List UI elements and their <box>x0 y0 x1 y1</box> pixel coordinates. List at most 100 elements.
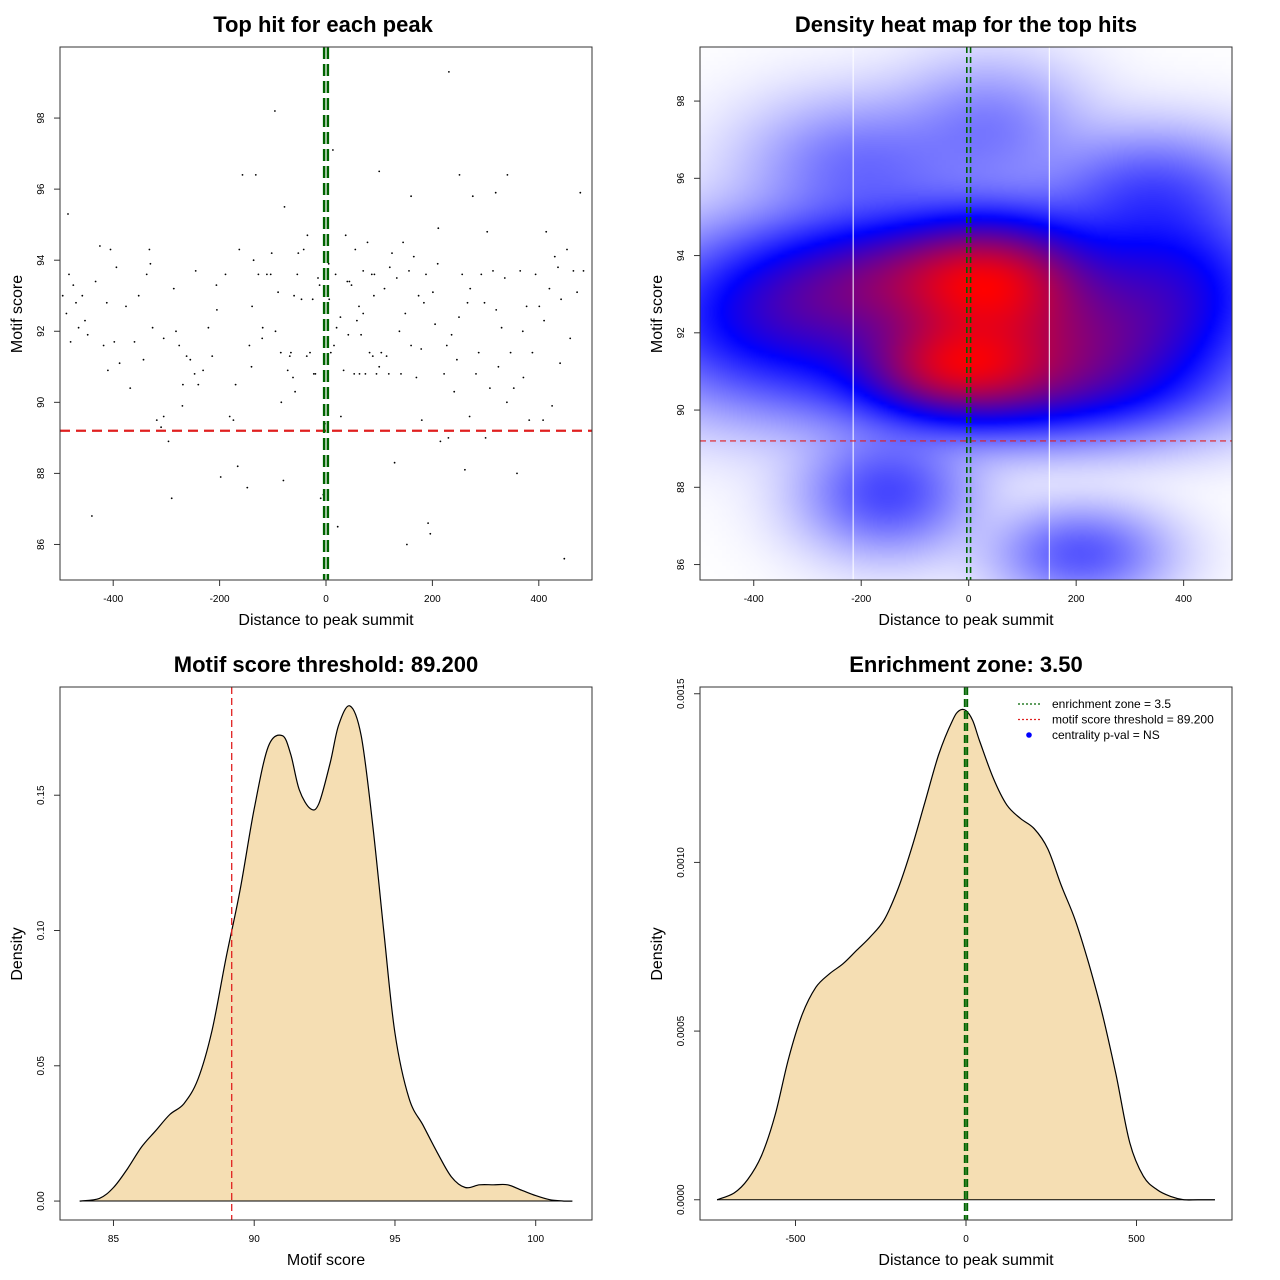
heatmap-panel: Density heat map for the top hits -400 -2… <box>649 12 1233 629</box>
scatter-point <box>525 305 528 308</box>
heatmap-xtick-label: -200 <box>851 594 871 605</box>
scatter-point <box>194 270 197 272</box>
scatter-point <box>398 330 401 333</box>
scatter-point <box>94 280 97 283</box>
scatter-point <box>81 294 84 297</box>
scatter-point <box>280 401 283 404</box>
heatmap-xtick-label: -400 <box>744 594 764 605</box>
scatter-point <box>292 376 294 379</box>
scatter-point <box>115 266 118 269</box>
scatter-point <box>560 298 562 301</box>
scatter-point <box>458 174 461 176</box>
scatter-point <box>77 326 80 329</box>
scatter-title: Top hit for each peak <box>213 12 433 37</box>
scatter-point <box>378 170 381 173</box>
scatter-point <box>317 277 319 279</box>
scatter-point <box>576 291 578 294</box>
scatter-point <box>356 319 358 322</box>
scatter-point <box>423 301 425 304</box>
scatter-point <box>358 373 361 375</box>
scatter-point <box>437 227 440 230</box>
scatter-point <box>293 294 295 297</box>
scatter-point <box>395 277 398 279</box>
scatter-xtick-label: -200 <box>210 594 230 605</box>
heatmap-xtick-label: 400 <box>1175 594 1192 605</box>
scatter-point <box>160 426 163 429</box>
scatter-point <box>557 266 559 269</box>
scatter-point <box>309 351 311 354</box>
scatter-point <box>380 351 383 354</box>
scatter-point <box>378 365 381 368</box>
scatter-point <box>270 252 273 255</box>
scatter-point <box>538 305 541 308</box>
scatter-point <box>387 373 390 375</box>
scatter-point <box>172 287 175 290</box>
scatter-point <box>566 248 568 251</box>
scatter-point <box>400 373 402 375</box>
scatter-ylabel: Motif score <box>9 275 26 353</box>
scatter-point <box>65 312 68 315</box>
scatter-point <box>543 319 545 322</box>
scatter-point <box>178 344 181 347</box>
scatter-point <box>368 351 371 354</box>
scatter-point <box>306 234 309 237</box>
scatter-point <box>348 280 351 283</box>
legend-marker-dot <box>1026 732 1032 738</box>
scatter-point <box>497 365 500 368</box>
scatter-point <box>512 387 515 389</box>
scatter-point <box>443 373 445 375</box>
scatter-point <box>420 419 423 421</box>
scatter-point <box>461 273 464 276</box>
scatter-point <box>358 305 360 308</box>
distance-density-legend: enrichment zone = 3.5 motif score thresho… <box>1018 697 1214 742</box>
distance-density-y-axis: 0.0000 0.0005 0.0010 0.0015 <box>676 678 700 1215</box>
scatter-point <box>429 532 432 535</box>
scatter-point <box>516 472 518 475</box>
scatter-point <box>370 273 373 276</box>
scatter-plot-frame <box>59 46 593 581</box>
scatter-point <box>113 341 116 343</box>
scatter-point <box>347 333 350 336</box>
scatter-point <box>335 326 338 329</box>
scatter-point <box>334 273 337 276</box>
scatter-point <box>67 213 69 215</box>
scatter-point <box>250 365 253 368</box>
heatmap-overlays <box>700 47 1232 580</box>
scatter-point <box>162 337 165 340</box>
scatter-point <box>417 294 420 297</box>
scatter-point <box>336 525 339 528</box>
heatmap-xtick-label: 0 <box>966 594 972 605</box>
score-density-title: Motif score threshold: 89.200 <box>174 652 478 677</box>
scatter-point <box>410 344 412 347</box>
scatter-point <box>107 369 109 372</box>
scatter-point <box>486 230 489 233</box>
scatter-point <box>582 270 585 272</box>
legend-label: centrality p-val = NS <box>1052 728 1160 742</box>
scatter-point <box>288 355 291 357</box>
scatter-point <box>72 284 75 286</box>
scatter-point <box>311 298 314 301</box>
scatter-point <box>145 273 148 276</box>
scatter-point <box>296 273 299 276</box>
scatter-point <box>274 110 276 112</box>
scatter-point <box>475 373 477 375</box>
legend-label: motif score threshold = 89.200 <box>1052 713 1214 727</box>
scatter-point <box>469 287 472 290</box>
scatter-point <box>332 149 334 151</box>
scatter-point <box>551 405 553 407</box>
scatter-point <box>410 195 412 198</box>
legend-label: enrichment zone = 3.5 <box>1052 697 1171 711</box>
scatter-point <box>415 376 418 379</box>
scatter-point <box>182 383 184 386</box>
scatter-xtick-label: 400 <box>530 594 547 605</box>
distance-density-xtick-label: -500 <box>785 1234 805 1245</box>
scatter-point <box>404 312 407 315</box>
score-density-xtick-label: 95 <box>389 1234 401 1245</box>
score-density-xlabel: Motif score <box>287 1252 365 1269</box>
scatter-point <box>109 248 112 251</box>
heatmap-ytick-label: 86 <box>676 559 687 571</box>
scatter-point <box>339 316 342 318</box>
scatter-point <box>458 316 460 318</box>
scatter-point <box>314 373 317 375</box>
